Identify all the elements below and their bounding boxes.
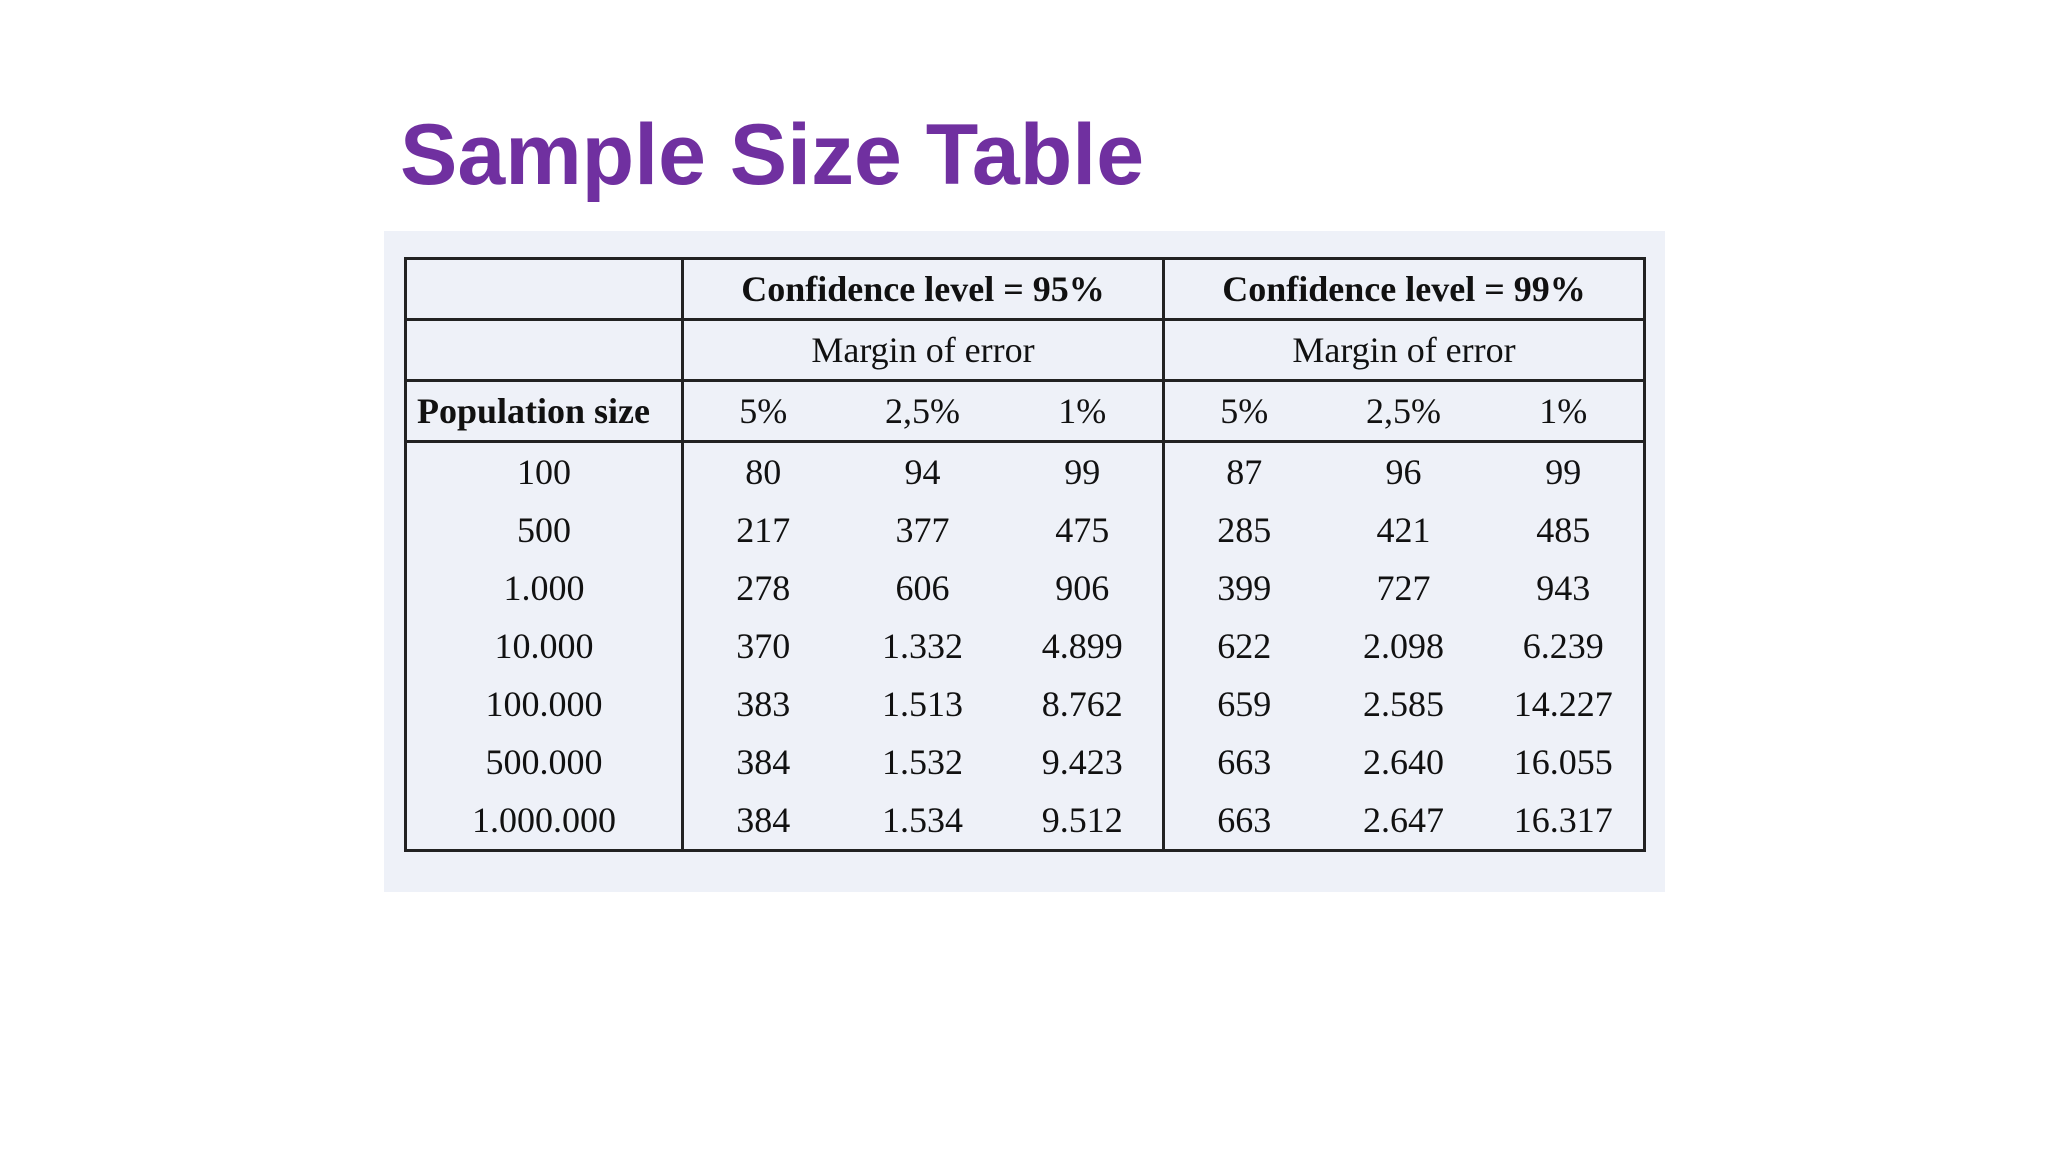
value-cell: 2.585 bbox=[1363, 684, 1444, 724]
value-cell: 87 bbox=[1226, 452, 1263, 492]
value-cell: 1.534 bbox=[882, 800, 963, 840]
value-cell: 421 bbox=[1376, 510, 1431, 550]
value-cell: 16.317 bbox=[1483, 791, 1646, 851]
value-cell: 370 bbox=[736, 626, 791, 666]
value-cell: 383 bbox=[736, 684, 791, 724]
sample-size-table: Confidence level = 95% Confidence level =… bbox=[404, 257, 1646, 852]
group-subtitle-row: Margin of error Margin of error bbox=[405, 319, 1646, 382]
value-cell: 16.055 bbox=[1483, 733, 1646, 791]
data-row: 1.000.000 384 1.534 9.512 663 2.647 16.317 bbox=[405, 791, 1646, 851]
population-cell: 100.000 bbox=[405, 675, 684, 733]
group-subtitle: Margin of error bbox=[682, 319, 1165, 382]
value-cell: 475 bbox=[1002, 501, 1165, 559]
population-cell: 1.000 bbox=[405, 559, 684, 617]
column-header: 2,5% bbox=[1323, 380, 1484, 443]
value-cell: 9.512 bbox=[1002, 791, 1165, 851]
group-subtitle: Margin of error bbox=[1163, 319, 1646, 382]
value-cell: 384 bbox=[736, 742, 791, 782]
empty-cell bbox=[405, 258, 684, 321]
empty-cell bbox=[405, 319, 684, 382]
value-cell: 1.513 bbox=[882, 684, 963, 724]
value-cell: 399 bbox=[1217, 568, 1272, 608]
value-cell: 94 bbox=[904, 452, 941, 492]
column-header: 5% bbox=[1163, 380, 1324, 443]
value-cell: 9.423 bbox=[1002, 733, 1165, 791]
group-title-row: Confidence level = 95% Confidence level =… bbox=[405, 258, 1646, 321]
data-row: 1.000 278 606 906 399 727 943 bbox=[405, 559, 1646, 617]
value-cell: 285 bbox=[1217, 510, 1272, 550]
row-header: Population size bbox=[405, 380, 684, 443]
column-header: 5% bbox=[682, 380, 843, 443]
value-cell: 278 bbox=[736, 568, 791, 608]
value-cell: 2.640 bbox=[1363, 742, 1444, 782]
value-cell: 99 bbox=[1002, 441, 1165, 501]
value-cell: 2.647 bbox=[1363, 800, 1444, 840]
title: Sample Size Table bbox=[400, 107, 1145, 203]
value-cell: 217 bbox=[736, 510, 791, 550]
value-cell: 2.098 bbox=[1363, 626, 1444, 666]
data-row: 500 217 377 475 285 421 485 bbox=[405, 501, 1646, 559]
group-title: Confidence level = 99% bbox=[1163, 258, 1646, 321]
value-cell: 14.227 bbox=[1483, 675, 1646, 733]
value-cell: 906 bbox=[1002, 559, 1165, 617]
value-cell: 6.239 bbox=[1483, 617, 1646, 675]
value-cell: 659 bbox=[1217, 684, 1272, 724]
value-cell: 606 bbox=[895, 568, 950, 608]
value-cell: 96 bbox=[1385, 452, 1422, 492]
group-title: Confidence level = 95% bbox=[682, 258, 1165, 321]
data-row: 100.000 383 1.513 8.762 659 2.585 14.227 bbox=[405, 675, 1646, 733]
column-header: 1% bbox=[1483, 380, 1646, 443]
column-header: 2,5% bbox=[842, 380, 1003, 443]
value-cell: 1.332 bbox=[882, 626, 963, 666]
data-row: 500.000 384 1.532 9.423 663 2.640 16.055 bbox=[405, 733, 1646, 791]
value-cell: 377 bbox=[895, 510, 950, 550]
value-cell: 622 bbox=[1217, 626, 1272, 666]
value-cell: 99 bbox=[1483, 441, 1646, 501]
value-cell: 663 bbox=[1217, 742, 1272, 782]
value-cell: 8.762 bbox=[1002, 675, 1165, 733]
population-cell: 10.000 bbox=[405, 617, 684, 675]
value-cell: 1.532 bbox=[882, 742, 963, 782]
column-header-row: Population size 5% 2,5% 1% 5% 2,5% 1% bbox=[405, 380, 1646, 443]
population-cell: 500 bbox=[405, 501, 684, 559]
population-cell: 1.000.000 bbox=[405, 791, 684, 851]
value-cell: 384 bbox=[736, 800, 791, 840]
value-cell: 485 bbox=[1483, 501, 1646, 559]
data-row: 100 80 94 99 87 96 99 bbox=[405, 441, 1646, 501]
population-cell: 500.000 bbox=[405, 733, 684, 791]
table-panel: Confidence level = 95% Confidence level =… bbox=[384, 231, 1665, 892]
value-cell: 4.899 bbox=[1002, 617, 1165, 675]
value-cell: 663 bbox=[1217, 800, 1272, 840]
column-header: 1% bbox=[1002, 380, 1165, 443]
population-cell: 100 bbox=[405, 441, 684, 501]
value-cell: 727 bbox=[1376, 568, 1431, 608]
data-row: 10.000 370 1.332 4.899 622 2.098 6.239 bbox=[405, 617, 1646, 675]
value-cell: 943 bbox=[1483, 559, 1646, 617]
value-cell: 80 bbox=[745, 452, 782, 492]
